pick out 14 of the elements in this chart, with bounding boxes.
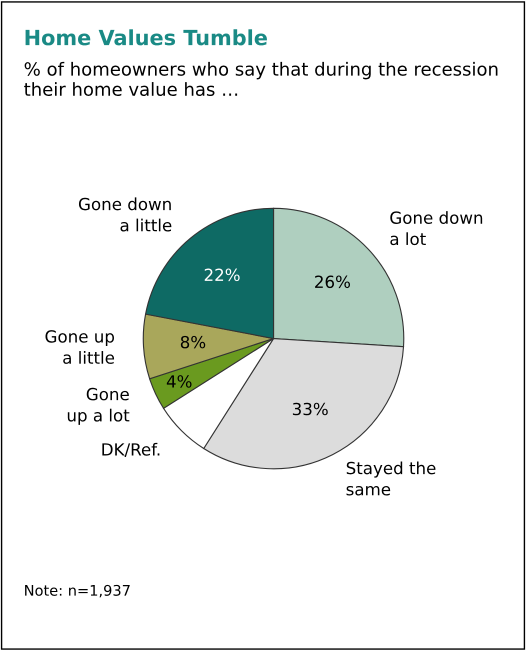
slice-label: Gone down a little — [78, 197, 172, 232]
data-label: 4% — [166, 375, 192, 388]
slice-label: Gone down a lot — [390, 211, 482, 246]
data-label: 22% — [204, 268, 240, 282]
data-label: 26% — [315, 275, 350, 288]
chart-title: Home Values Tumble — [26, 29, 267, 46]
slice-label: Gone up a lot — [68, 388, 130, 425]
data-label: 8% — [180, 336, 206, 348]
text: Note: n=1,937 — [25, 584, 130, 598]
slice-label: Gone up a little — [45, 330, 114, 364]
slice-label: Stayed the same — [346, 461, 436, 496]
slice-label: DK/Ref. — [102, 442, 160, 458]
chart-subtitle: % of homeowners who say that during the recession their home value has … — [24, 62, 498, 96]
data-label: 33% — [292, 402, 328, 416]
